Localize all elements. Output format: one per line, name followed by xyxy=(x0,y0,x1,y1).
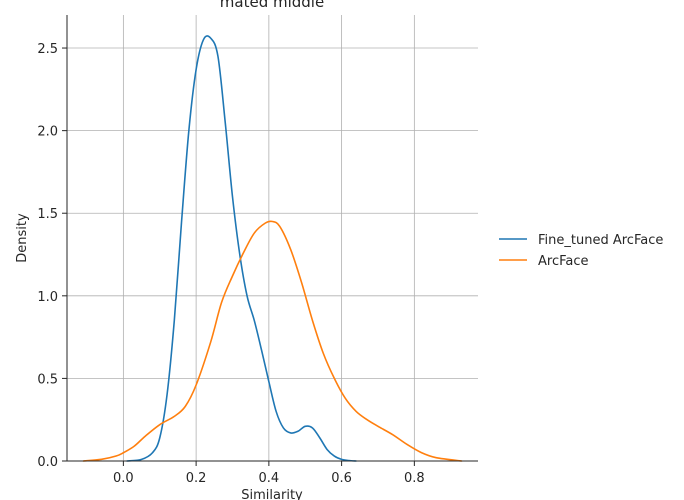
series-line-fine-tuned-arcface xyxy=(126,35,357,462)
chart-title: mated middle xyxy=(220,0,324,11)
x-tick-label: 0.8 xyxy=(404,471,425,486)
legend: Fine_tuned ArcFace ArcFace xyxy=(499,233,663,269)
y-tick-label: 0.5 xyxy=(37,372,58,387)
y-tick-label: 2.5 xyxy=(37,42,58,57)
axes xyxy=(66,15,478,462)
x-tick-label: 0.4 xyxy=(259,471,280,486)
x-tick-label: 0.2 xyxy=(186,471,207,486)
tick-labels: 0.0 0.2 0.4 0.6 0.8 0.0 0.5 1.0 1.5 2.0 2.5 xyxy=(37,42,424,486)
x-tick-label: 0.6 xyxy=(331,471,352,486)
y-tick-label: 1.5 xyxy=(37,207,58,222)
y-tick-label: 0.0 xyxy=(37,455,58,470)
series-lines xyxy=(82,35,463,462)
x-axis-title: Similarity xyxy=(241,488,303,500)
legend-label: Fine_tuned ArcFace xyxy=(538,233,663,248)
y-tick-label: 1.0 xyxy=(37,290,58,305)
legend-label: ArcFace xyxy=(538,254,589,269)
y-axis-title: Density xyxy=(15,213,30,263)
x-tick-label: 0.0 xyxy=(113,471,134,486)
y-tick-label: 2.0 xyxy=(37,125,58,140)
series-line-arcface xyxy=(82,220,463,462)
